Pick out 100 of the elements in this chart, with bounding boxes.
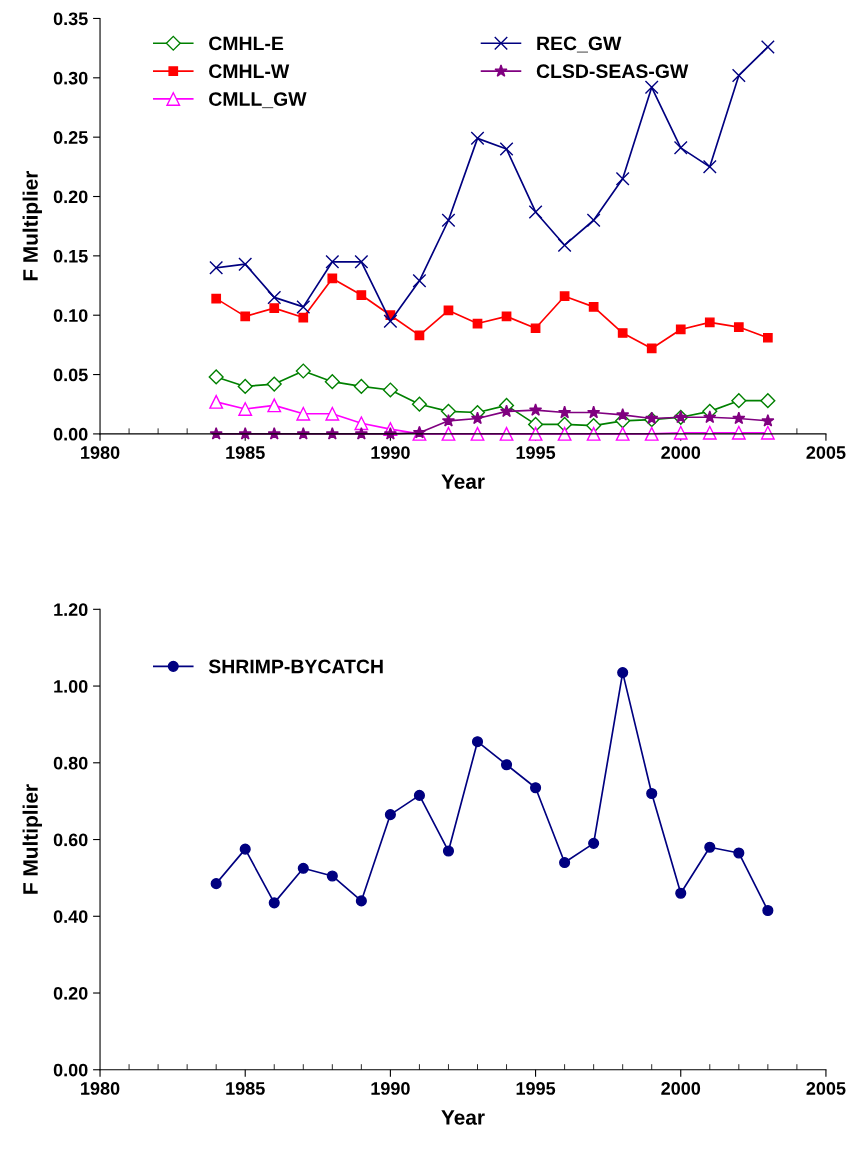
y-axis-title: F Multiplier: [22, 784, 42, 894]
y-tick-label: 0.15: [53, 249, 88, 263]
point: [557, 238, 572, 253]
point: [412, 273, 427, 288]
point: [588, 837, 600, 849]
point: [615, 171, 630, 186]
point: [210, 878, 222, 890]
point: [209, 394, 224, 409]
x-tick-label: 1990: [371, 446, 410, 459]
y-tick-label: 0.20: [53, 190, 88, 204]
point: [353, 378, 369, 394]
legend-label: CMHL-W: [209, 64, 290, 79]
point: [760, 425, 775, 440]
legend-label: SHRIMP-BYCATCH: [208, 659, 383, 674]
point: [703, 410, 717, 424]
point: [615, 426, 630, 441]
point: [557, 405, 572, 419]
point: [528, 403, 543, 416]
point: [268, 897, 280, 909]
point: [644, 426, 659, 441]
point: [356, 290, 367, 300]
x-tick-label: 1995: [516, 446, 556, 459]
point: [499, 142, 514, 156]
x-tick-label: 2000: [661, 446, 701, 459]
point: [617, 667, 629, 679]
point: [586, 426, 601, 441]
legend-label: REC_GW: [537, 36, 622, 53]
point: [646, 787, 658, 800]
point: [442, 845, 455, 857]
point: [587, 405, 601, 419]
point: [411, 396, 427, 412]
point: [297, 862, 309, 874]
y-tick-label: 0.60: [53, 833, 88, 847]
point: [298, 312, 309, 323]
point: [733, 847, 745, 859]
point: [295, 363, 311, 379]
point: [702, 425, 717, 440]
point: [760, 393, 776, 409]
legend-label: CMLL_GW: [209, 92, 307, 109]
y-tick-label: 0.00: [53, 1063, 88, 1077]
point: [617, 328, 628, 338]
point: [762, 332, 773, 343]
point: [209, 260, 224, 275]
point: [441, 413, 456, 427]
point: [470, 131, 485, 146]
point: [384, 809, 396, 821]
point: [675, 887, 687, 899]
point: [471, 736, 484, 748]
point: [211, 293, 222, 304]
x-axis-title: Year: [441, 474, 485, 489]
y-tick-label: 0.20: [53, 986, 88, 1000]
point: [732, 411, 746, 425]
point: [441, 426, 456, 441]
point: [731, 68, 746, 83]
point: [499, 426, 514, 441]
legend-label: CLSD-SEAS-GW: [536, 64, 689, 79]
point: [237, 378, 253, 394]
x-tick-label: 1995: [516, 1082, 556, 1095]
x-tick-label: 1980: [81, 1082, 120, 1095]
point: [267, 290, 282, 305]
point: [240, 311, 251, 322]
y-tick-label: 0.00: [53, 427, 88, 441]
point: [499, 404, 514, 418]
x-tick-label: 2005: [806, 446, 846, 459]
point: [586, 213, 601, 228]
y-tick-label: 0.80: [53, 756, 88, 770]
point: [673, 425, 688, 440]
point: [413, 789, 425, 801]
point: [208, 369, 224, 385]
point: [470, 426, 485, 441]
point: [675, 324, 686, 335]
y-tick-label: 0.05: [53, 368, 88, 382]
point: [239, 843, 251, 855]
point: [296, 299, 311, 314]
point: [731, 425, 746, 440]
point: [762, 904, 774, 917]
x-tick-label: 2005: [806, 1082, 846, 1095]
point: [440, 403, 457, 419]
point: [355, 895, 367, 907]
point: [267, 398, 282, 413]
x-tick-label: 1980: [81, 446, 120, 459]
point: [382, 382, 398, 398]
point: [383, 314, 398, 329]
point: [441, 213, 456, 228]
point: [528, 204, 543, 219]
y-tick-label: 0.35: [53, 12, 88, 26]
point: [557, 426, 572, 441]
y-tick-label: 1.00: [54, 679, 88, 693]
point: [327, 273, 338, 284]
x-tick-label: 2000: [661, 1082, 701, 1095]
point: [325, 254, 340, 269]
point: [296, 406, 311, 421]
point: [704, 841, 716, 853]
point: [500, 759, 513, 771]
point: [530, 782, 542, 794]
point: [646, 343, 657, 354]
point: [354, 254, 369, 269]
point: [644, 80, 659, 95]
point: [760, 40, 775, 54]
point: [731, 393, 747, 409]
